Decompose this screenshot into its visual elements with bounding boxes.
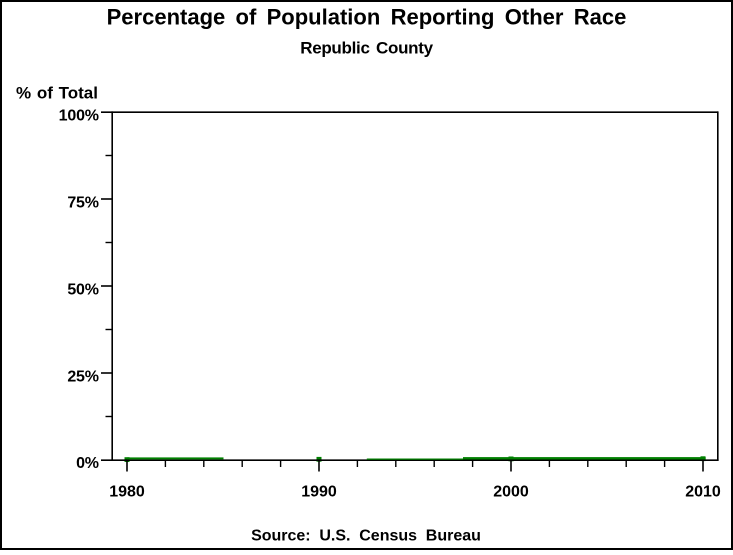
svg-text:Republic County: Republic County xyxy=(300,39,433,58)
svg-text:75%: 75% xyxy=(67,194,98,211)
svg-text:25%: 25% xyxy=(67,368,98,385)
svg-text:2000: 2000 xyxy=(493,484,529,501)
svg-text:2010: 2010 xyxy=(685,484,721,501)
svg-text:Percentage of Population Repor: Percentage of Population Reporting Other… xyxy=(107,5,627,30)
svg-text:50%: 50% xyxy=(67,281,98,298)
svg-text:0%: 0% xyxy=(76,455,99,472)
svg-text:% of Total: % of Total xyxy=(16,84,98,103)
svg-text:100%: 100% xyxy=(59,107,99,124)
svg-text:1990: 1990 xyxy=(301,484,337,501)
svg-text:Source: U.S. Census Bureau: Source: U.S. Census Bureau xyxy=(251,528,481,545)
svg-text:1980: 1980 xyxy=(109,484,145,501)
